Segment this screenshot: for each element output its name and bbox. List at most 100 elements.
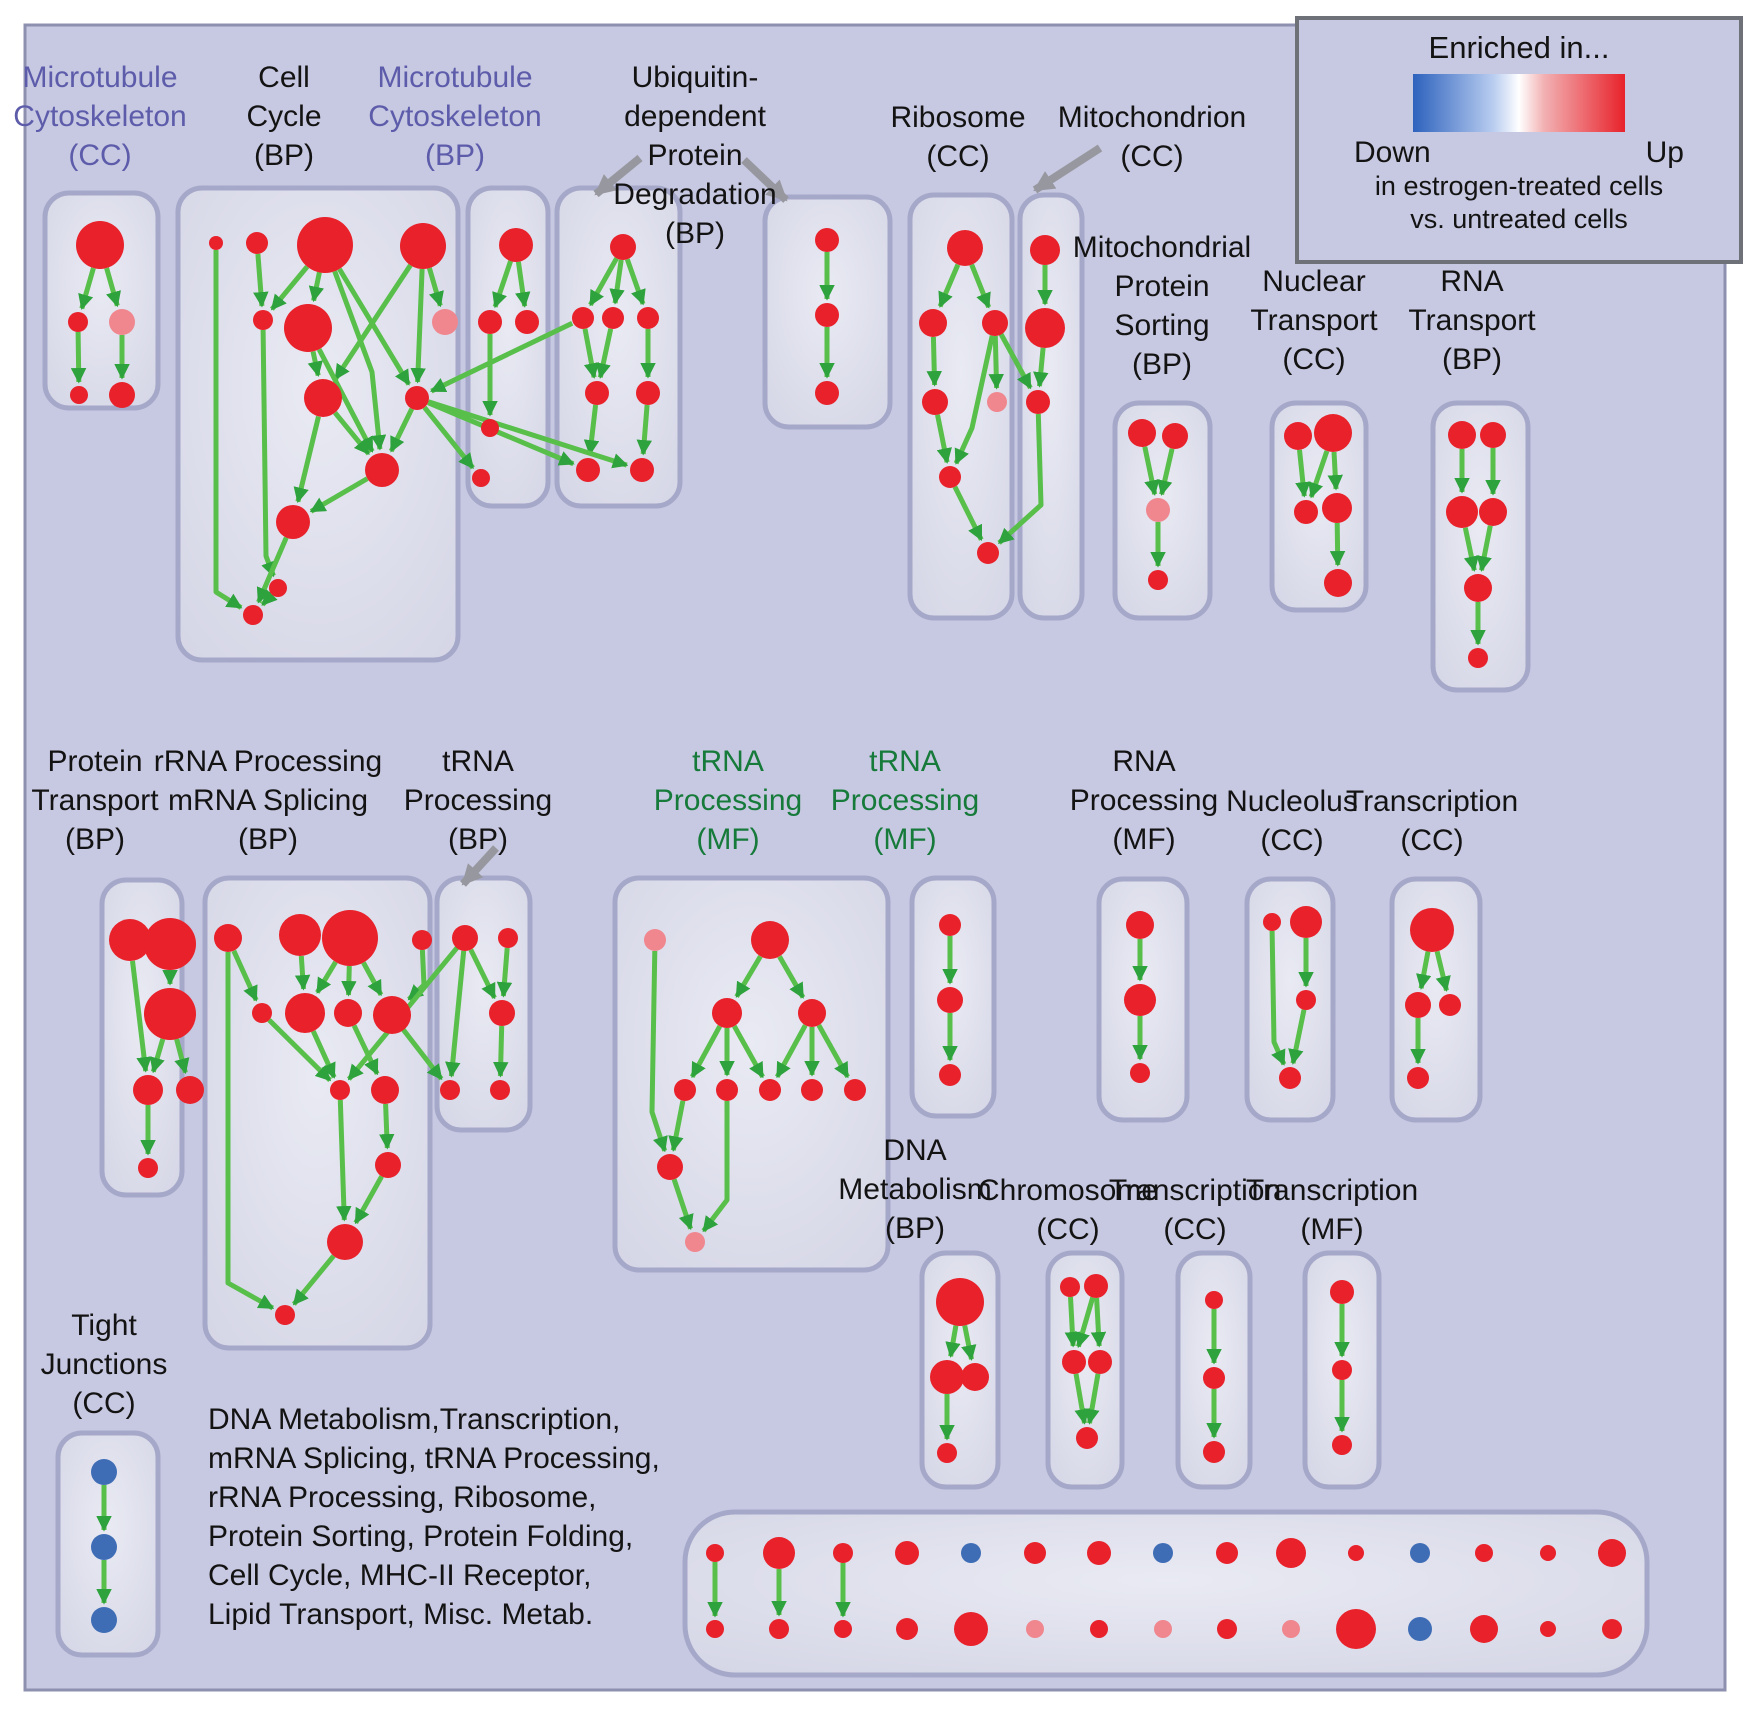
node-chromosome — [1088, 1350, 1112, 1374]
node-ubiquitin-a — [610, 234, 636, 260]
node-misc — [1276, 1538, 1306, 1568]
node-cell-cycle — [297, 217, 353, 273]
node-mitochondrion-cc — [1025, 308, 1065, 348]
node-misc — [1540, 1545, 1556, 1561]
edge-trna-mf-a — [816, 1023, 850, 1079]
node-microtubule-bp — [515, 310, 539, 334]
node-ribosome-cc — [947, 230, 983, 266]
edge-cell-cycle — [316, 348, 375, 453]
node-trna-bp — [440, 1080, 460, 1100]
edge-ubiquitin-a — [624, 258, 646, 306]
node-rrna-mrna — [330, 1080, 350, 1100]
node-protein-transport — [133, 1075, 163, 1105]
node-mito-sorting — [1162, 423, 1188, 449]
node-misc — [1217, 1619, 1237, 1639]
edge-cell-cycle — [332, 270, 387, 451]
node-microtubule-bp — [472, 469, 490, 487]
node-trna-bp — [498, 928, 518, 948]
node-chromosome — [1062, 1350, 1086, 1374]
node-mito-sorting — [1148, 570, 1168, 590]
edge-cell-cycle — [309, 476, 369, 514]
node-nucleolus — [1290, 906, 1322, 938]
edge-mito-sorting — [1157, 448, 1175, 496]
node-rrna-mrna — [285, 993, 325, 1033]
node-ubiquitin-a — [585, 381, 609, 405]
node-ubiquitin-b — [815, 228, 839, 252]
node-mitochondrion-cc — [1030, 235, 1060, 265]
summary-note: DNA Metabolism,Transcription, mRNA Splic… — [208, 1403, 660, 1631]
node-trna-mf-b — [939, 1064, 961, 1086]
box-rna-transport — [1430, 400, 1531, 693]
node-ribosome-cc — [919, 309, 947, 337]
edge-nuclear-transport — [1329, 522, 1346, 567]
node-cell-cycle — [246, 232, 268, 254]
edge-mitochondrion-cc — [1033, 347, 1049, 388]
label-tight-junctions: Tight Junctions (CC) — [40, 1309, 168, 1420]
edge-cell-cycle — [337, 267, 411, 386]
node-misc — [706, 1544, 724, 1562]
legend-gradient-bar — [1413, 74, 1625, 132]
edge-ubiquitin-a — [595, 328, 614, 379]
legend-title: Enriched in... — [1428, 30, 1610, 65]
edge-rrna-mrna — [379, 1103, 395, 1150]
edge-trna-mf-a — [777, 955, 806, 999]
node-misc — [1602, 1619, 1622, 1639]
node-rrna-mrna — [322, 910, 378, 966]
edge-ubiquitin-a — [582, 328, 600, 379]
node-misc — [1410, 1543, 1430, 1563]
label-rrna-mrna: rRNA Processing mRNA Splicing (BP) — [153, 745, 383, 856]
callout-arrow — [593, 154, 643, 198]
node-misc — [1540, 1621, 1556, 1637]
edge-rrna-mrna — [361, 961, 384, 997]
edge-mito-sorting — [1142, 446, 1160, 496]
label-mitochondrion-cc: Mitochondrion (CC) — [1057, 101, 1247, 173]
edge-transcription-cc-mid — [1434, 950, 1451, 992]
edge-protein-transport — [130, 960, 152, 1073]
edge-cell-cycle — [269, 265, 310, 311]
node-misc — [1153, 1543, 1173, 1563]
node-nuclear-transport — [1314, 414, 1352, 452]
node-cell-cycle — [209, 236, 223, 250]
node-ribosome-cc — [987, 392, 1007, 412]
edge-ubiquitin-a — [636, 404, 653, 456]
node-rrna-mrna — [214, 924, 242, 952]
node-trna-mf-a — [716, 1079, 738, 1101]
edge-cell-cycle — [308, 271, 325, 303]
node-microtubule-cc — [70, 386, 88, 404]
node-transcription-cc-bot — [1203, 1367, 1225, 1389]
edge-microtubule-bp — [515, 261, 531, 308]
edge-rna-transport — [1462, 527, 1480, 572]
edge-chromosome — [1064, 1296, 1081, 1348]
edge-cell-cycle — [388, 407, 415, 453]
node-misc — [1024, 1542, 1046, 1564]
edge-cell-cycle — [213, 250, 243, 610]
box-misc — [682, 1509, 1650, 1678]
node-misc — [834, 1620, 852, 1638]
cross-link-edge — [427, 400, 575, 467]
node-rna-transport — [1446, 496, 1478, 528]
node-rrna-mrna — [371, 1076, 399, 1104]
edge-trna-mf-a — [649, 950, 668, 1153]
label-ubiquitin: Ubiquitin- dependent Protein Degradation… — [613, 61, 777, 250]
edge-ribosome-cc — [935, 414, 952, 464]
node-protein-transport — [176, 1076, 204, 1104]
edge-cell-cycle — [410, 268, 426, 384]
node-microtubule-bp — [481, 419, 499, 437]
node-misc — [896, 1618, 918, 1640]
node-protein-transport — [138, 1158, 158, 1178]
node-transcription-mf — [1332, 1360, 1352, 1380]
node-ribosome-cc — [982, 310, 1008, 336]
edge-chromosome — [1074, 1296, 1096, 1349]
edge-chromosome — [1090, 1297, 1107, 1348]
node-rrna-mrna — [373, 996, 411, 1034]
node-transcription-mf — [1330, 1280, 1354, 1304]
edge-microtubule-cc — [104, 267, 121, 308]
node-trna-mf-b — [937, 987, 963, 1013]
edge-ubiquitin-a — [583, 404, 600, 456]
node-chromosome — [1076, 1427, 1098, 1449]
node-protein-transport — [144, 918, 196, 970]
node-misc — [1216, 1542, 1238, 1564]
node-trna-mf-a — [674, 1079, 696, 1101]
